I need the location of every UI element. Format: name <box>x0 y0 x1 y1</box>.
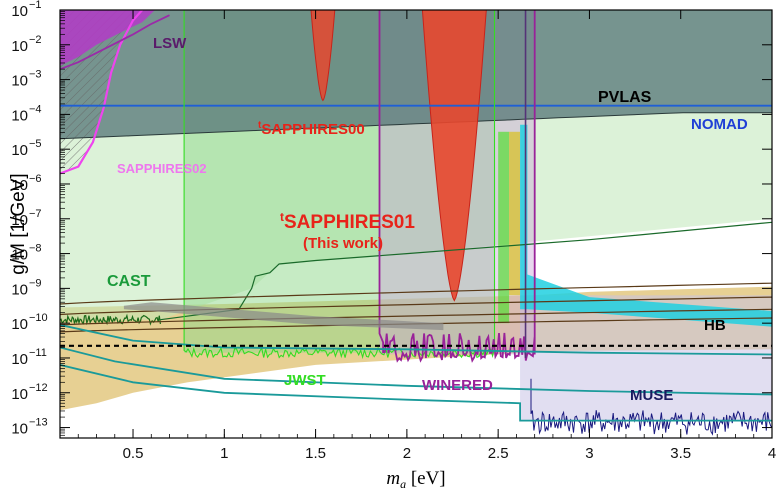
x-tick-label: 0.5 <box>123 445 144 462</box>
label-pvlas: PVLAS <box>598 89 652 106</box>
limit-curves <box>60 10 772 436</box>
y-tick-exponent: −10 <box>29 312 48 324</box>
y-tick-label: 10 <box>11 3 28 20</box>
label-muse: MUSE <box>630 387 673 404</box>
cast-noise <box>60 313 161 326</box>
gray-band <box>123 302 444 331</box>
x-tick-label: 1 <box>220 445 228 462</box>
y-tick-exponent: −2 <box>29 34 42 46</box>
lsw-curve <box>60 14 170 71</box>
label-winered: WINERED <box>422 377 493 394</box>
teal-curve-1 <box>60 346 772 396</box>
y-tick-exponent: −7 <box>29 208 42 220</box>
y-tick-exponent: −12 <box>29 382 48 394</box>
teal-curve-0 <box>60 324 772 356</box>
label-cast: CAST <box>107 273 151 290</box>
y-tick-label: 10 <box>11 421 28 438</box>
y-tick-label: 10 <box>11 38 28 55</box>
label-hb: HB <box>704 317 726 334</box>
y-tick-exponent: −3 <box>29 69 42 81</box>
model-curve-2 <box>60 308 772 326</box>
label-jwst: JWST <box>284 372 326 389</box>
y-tick-exponent: −4 <box>29 103 42 115</box>
label-tsapphires00: tSAPPHIRES00 <box>258 120 365 138</box>
y-tick-label: 10 <box>11 351 28 368</box>
pvlas-boundary <box>60 112 772 140</box>
y-tick-exponent: −1 <box>29 0 42 11</box>
y-tick-label: 10 <box>11 73 28 90</box>
yellow-strip <box>509 131 521 296</box>
y-tick-label: 10 <box>11 281 28 298</box>
y-tick-exponent: −5 <box>29 138 42 150</box>
label-nomad: NOMAD <box>691 116 748 133</box>
label-sapphires02: SAPPHIRES02 <box>117 161 207 176</box>
label-this-work: (This work) <box>303 235 383 252</box>
cast-boundary <box>160 221 772 321</box>
y-tick-label: 10 <box>11 212 28 229</box>
y-tick-exponent: −9 <box>29 277 42 289</box>
x-tick-label: 2 <box>403 445 411 462</box>
y-tick-label: 10 <box>11 142 28 159</box>
y-tick-exponent: −13 <box>29 417 48 429</box>
y-tick-exponent: −11 <box>29 347 47 359</box>
green-strip <box>498 131 510 324</box>
y-tick-label: 10 <box>11 107 28 124</box>
y-axis-title: g/M [1/GeV] <box>8 173 29 274</box>
exclusion-regions <box>60 10 772 421</box>
x-axis-title: ma [eV] <box>386 468 445 490</box>
sapphires00-dip <box>310 10 336 102</box>
model-curve-0 <box>60 282 772 305</box>
y-tick-exponent: −8 <box>29 243 42 255</box>
y-tick-label: 10 <box>11 247 28 264</box>
y-tick-label: 10 <box>11 316 28 333</box>
sapphires02-curve <box>60 10 144 175</box>
label-lsw: LSW <box>153 35 187 52</box>
x-tick-label: 4 <box>768 445 776 462</box>
y-tick-exponent: −6 <box>29 173 42 185</box>
cyan-region <box>520 124 772 327</box>
winered-limit <box>378 10 536 363</box>
sapphires01-dip <box>421 10 487 302</box>
x-tick-label: 2.5 <box>488 445 509 462</box>
teal-curve-2 <box>60 364 772 422</box>
x-tick-label: 3.5 <box>670 445 691 462</box>
y-tick-label: 10 <box>11 177 28 194</box>
x-tick-label: 1.5 <box>305 445 326 462</box>
x-tick-label: 3 <box>585 445 593 462</box>
y-tick-label: 10 <box>11 386 28 403</box>
axis-ticks: 0.5 1 1.5 2 2.5 3 3.5 410−110−210−310−410−510−6… <box>11 0 776 462</box>
label-tsapphires01: tSAPPHIRES01 <box>280 210 415 233</box>
